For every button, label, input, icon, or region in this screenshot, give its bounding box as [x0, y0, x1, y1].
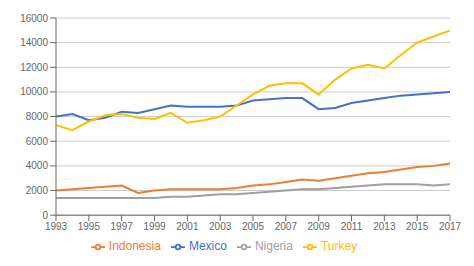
- svg-text:2003: 2003: [209, 221, 232, 232]
- svg-text:8000: 8000: [26, 111, 49, 122]
- svg-text:14000: 14000: [20, 37, 48, 48]
- svg-text:1999: 1999: [143, 221, 166, 232]
- svg-text:2017: 2017: [439, 221, 462, 232]
- svg-text:0: 0: [42, 210, 48, 221]
- svg-text:6000: 6000: [26, 136, 49, 147]
- svg-text:1993: 1993: [45, 221, 68, 232]
- svg-text:2007: 2007: [275, 221, 298, 232]
- html-text:Mexico: Mexico: [188, 239, 227, 254]
- svg-text:12000: 12000: [20, 62, 48, 73]
- svg-text:10000: 10000: [20, 86, 48, 97]
- html-text:Turkey: Turkey: [320, 239, 358, 254]
- svg-text:1997: 1997: [111, 221, 134, 232]
- svg-text:2011: 2011: [341, 221, 363, 232]
- svg-text:4000: 4000: [26, 160, 49, 171]
- html-text:Indonesia: Indonesia: [108, 239, 161, 254]
- svg-text:16000: 16000: [20, 13, 48, 24]
- svg-text:2000: 2000: [26, 185, 49, 196]
- html-text:Nigeria: Nigeria: [254, 239, 293, 254]
- svg-text:1995: 1995: [78, 221, 101, 232]
- svg-text:2001: 2001: [176, 221, 199, 232]
- svg-text:2009: 2009: [308, 221, 331, 232]
- svg-text:2015: 2015: [406, 221, 429, 232]
- svg-text:2013: 2013: [373, 221, 396, 232]
- svg-text:2005: 2005: [242, 221, 265, 232]
